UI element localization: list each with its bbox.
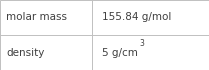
Text: 5 g/cm: 5 g/cm: [102, 48, 138, 57]
Text: density: density: [6, 48, 45, 57]
Text: 155.84 g/mol: 155.84 g/mol: [102, 13, 172, 22]
Text: molar mass: molar mass: [6, 13, 67, 22]
Text: 3: 3: [139, 39, 144, 48]
